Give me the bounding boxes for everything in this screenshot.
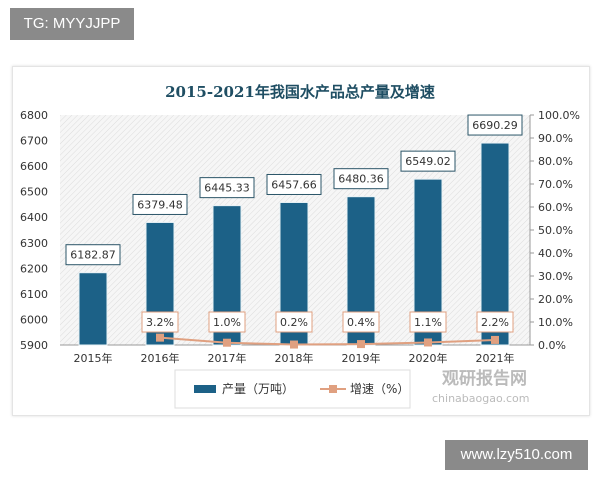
y-left-tick: 6800 [20,109,48,122]
y-right-tick: 10.0% [538,316,573,329]
tg-label: TG: MYYJJPP [10,8,134,40]
y-right-tick: 100.0% [538,109,580,122]
y-right-tick: 60.0% [538,201,573,214]
growth-marker [491,335,499,344]
y-left-tick: 6100 [20,288,48,301]
y-right-tick: 70.0% [538,178,573,191]
y-left-tick: 6700 [20,135,48,148]
y-right-tick: 90.0% [538,132,573,145]
bar-label-box [467,114,523,136]
y-left-tick: 6300 [20,237,48,250]
growth-marker [156,333,164,342]
bar [480,142,510,346]
growth-label-box [476,311,514,333]
x-tick: 2018年 [275,351,314,365]
growth-label: 1.1% [414,316,442,329]
growth-marker [290,340,298,349]
y-left-tick: 6000 [20,313,48,326]
growth-label-box [208,311,246,333]
bar-label-box [400,150,456,172]
y-left-tick: 5900 [20,339,48,352]
y-right-tick: 40.0% [538,247,573,260]
y-right-tick: 30.0% [538,270,573,283]
bar-label-box [199,177,255,199]
bar-label: 6379.48 [137,198,183,211]
y-right-tick: 50.0% [538,224,573,237]
growth-label-box [409,311,447,333]
y-right-tick: 20.0% [538,293,573,306]
legend-bar-swatch [194,385,216,393]
bar-label: 6457.66 [271,178,317,191]
bar-label-box [266,173,322,195]
x-tick: 2020年 [409,351,448,365]
bar-label: 6182.87 [70,249,116,262]
x-tick: 2016年 [141,351,180,365]
legend-line-marker [329,385,337,393]
bar [78,272,108,346]
chart-title: 2015-2021年我国水产品总产量及增速 [165,83,435,101]
growth-line [159,336,496,346]
growth-marker [424,338,432,347]
growth-label-box [275,311,313,333]
bar-label: 6549.02 [405,155,451,168]
bar-label-box [333,168,389,190]
watermark-en: chinabaogao.com [432,392,530,405]
y-right-tick: 0.0% [538,339,566,352]
bar-label-box [65,244,121,266]
x-tick: 2019年 [342,351,381,365]
y-left-tick: 6400 [20,211,48,224]
growth-label: 3.2% [146,316,174,329]
bar-label: 6690.29 [472,119,518,132]
watermark-cn: 观研报告网 [441,368,527,389]
legend-bar-label: 产量（万吨） [222,382,294,396]
growth-label: 1.0% [213,316,241,329]
y-left-tick: 6200 [20,262,48,275]
growth-label-box [141,311,179,333]
growth-label: 0.2% [280,316,308,329]
growth-label: 0.4% [347,316,375,329]
y-left-tick: 6500 [20,186,48,199]
growth-marker [223,338,231,347]
growth-label: 2.2% [481,316,509,329]
site-label: www.lzy510.com [445,440,588,470]
bar-label: 6480.36 [338,173,384,186]
bar-label-box [132,193,188,215]
x-tick: 2017年 [208,351,247,365]
y-left-tick: 6600 [20,160,48,173]
legend-line-label: 增速（%） [350,382,409,396]
growth-label-box [342,311,380,333]
x-tick: 2021年 [476,351,515,365]
bar-label: 6445.33 [204,182,250,195]
growth-marker [357,340,365,349]
y-right-tick: 80.0% [538,155,573,168]
x-tick: 2015年 [74,351,113,365]
